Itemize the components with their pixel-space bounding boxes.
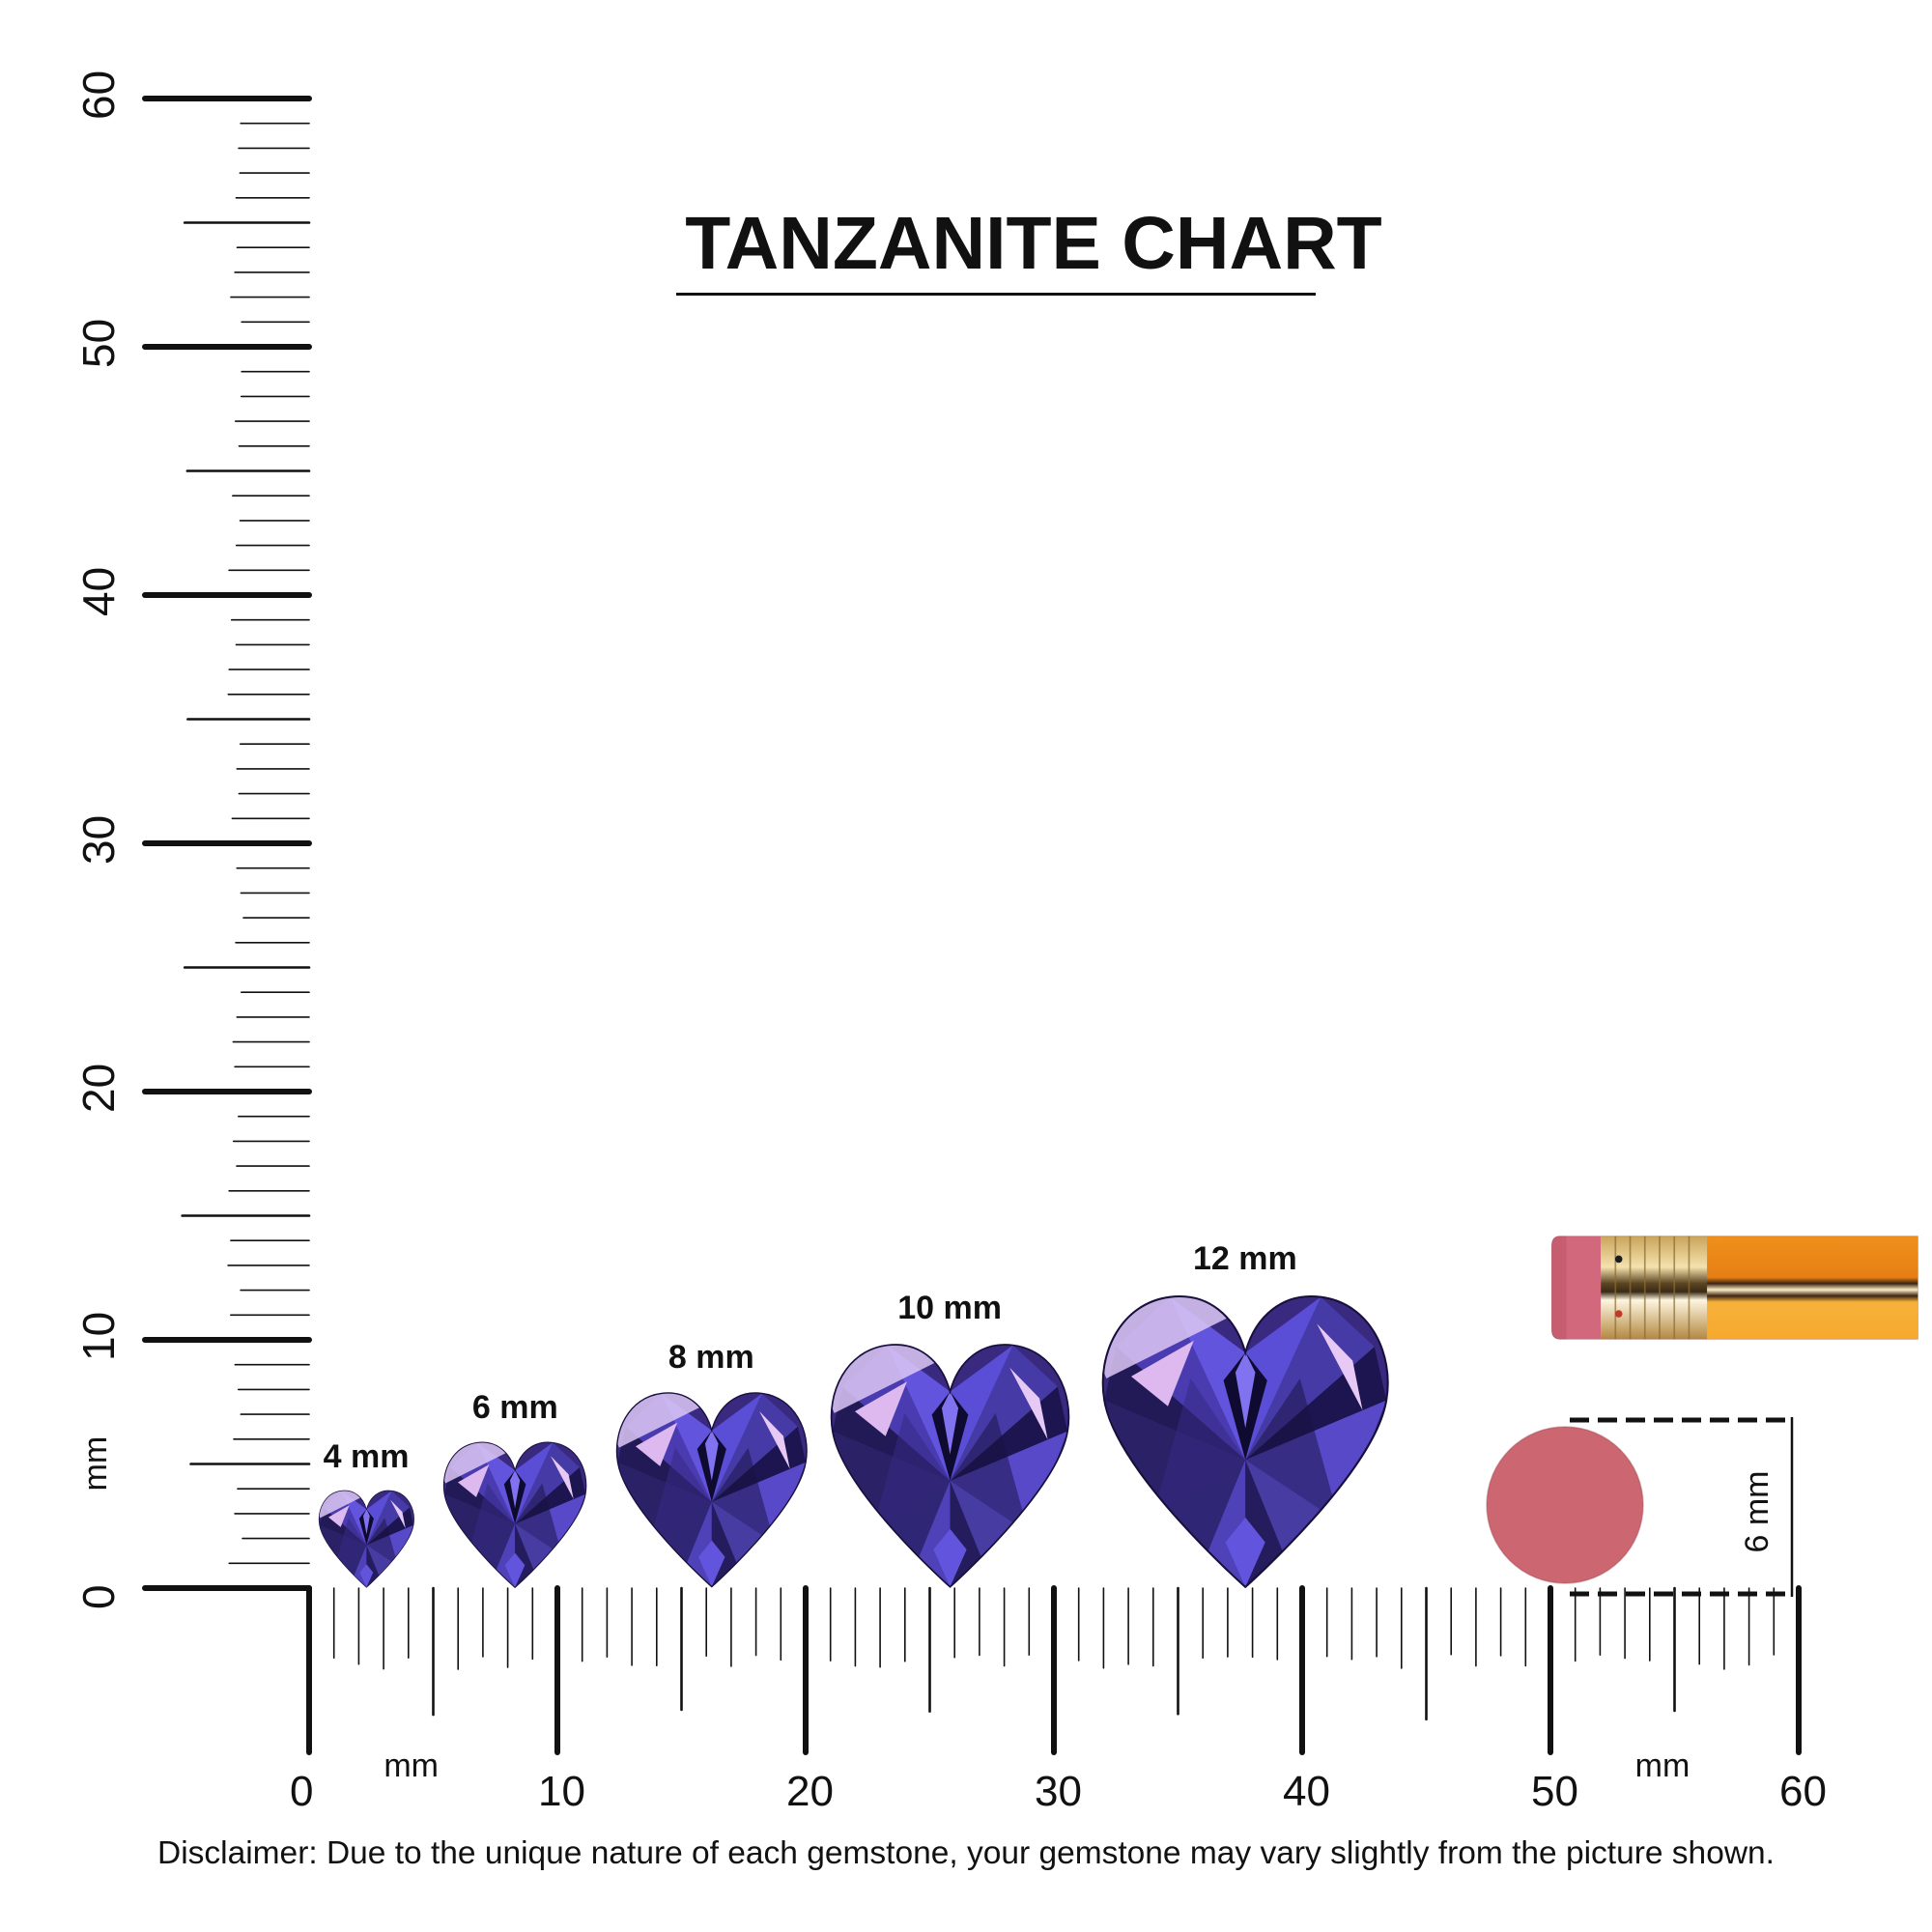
svg-text:20: 20 [786,1768,834,1815]
svg-text:mm: mm [384,1747,439,1784]
svg-text:mm: mm [1635,1747,1690,1784]
svg-text:50: 50 [1531,1768,1578,1815]
svg-text:40: 40 [1283,1768,1330,1815]
svg-text:6 mm: 6 mm [1739,1471,1776,1553]
svg-text:0: 0 [290,1768,313,1815]
svg-text:10: 10 [538,1768,585,1815]
svg-text:30: 30 [1035,1768,1082,1815]
svg-text:60: 60 [1779,1768,1827,1815]
